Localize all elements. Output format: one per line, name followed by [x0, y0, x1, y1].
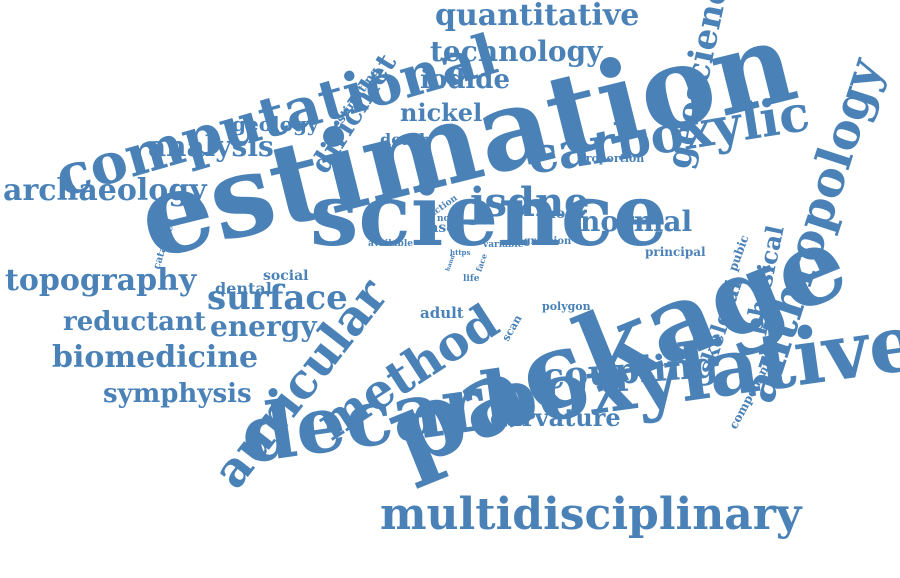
cloud-word: https [450, 248, 471, 257]
cloud-word: reductant [63, 307, 206, 337]
cloud-word: social [263, 268, 309, 284]
cloud-word: available [368, 239, 413, 249]
cloud-word: energy [210, 310, 317, 343]
cloud-word: normal [580, 205, 693, 238]
cloud-word: iodide [420, 65, 510, 95]
cloud-word: nickel [400, 98, 483, 127]
cloud-word: death [380, 130, 431, 149]
cloud-word: molar [541, 206, 587, 222]
cloud-word: principal [645, 245, 706, 259]
cloud-word: curvature [490, 403, 621, 432]
cloud-word: archaeology [3, 173, 207, 208]
cloud-word: jsdne [470, 179, 590, 226]
cloud-word: adult [420, 304, 464, 322]
cloud-word: science [310, 165, 668, 266]
cloud-word: dental [215, 279, 272, 298]
cloud-word: geology [232, 112, 319, 136]
cloud-word: quantitative [435, 0, 640, 33]
cloud-word: proportion [578, 152, 645, 165]
cloud-word: symphysis [103, 379, 252, 409]
cloud-word: polygon [542, 300, 591, 313]
cloud-word: technology [430, 35, 603, 68]
cloud-word: life [463, 274, 480, 284]
cloud-word: biomedicine [52, 340, 259, 375]
cloud-word: novel [437, 214, 464, 224]
cloud-word: laser [424, 220, 463, 236]
cloud-word: analysis [148, 130, 274, 163]
cloud-word: multidisciplinary [380, 489, 802, 540]
cloud-word: variable [483, 240, 524, 250]
cloud-word: surface [207, 278, 348, 318]
cloud-word: regression [512, 236, 572, 247]
cloud-word: topography [5, 263, 197, 298]
